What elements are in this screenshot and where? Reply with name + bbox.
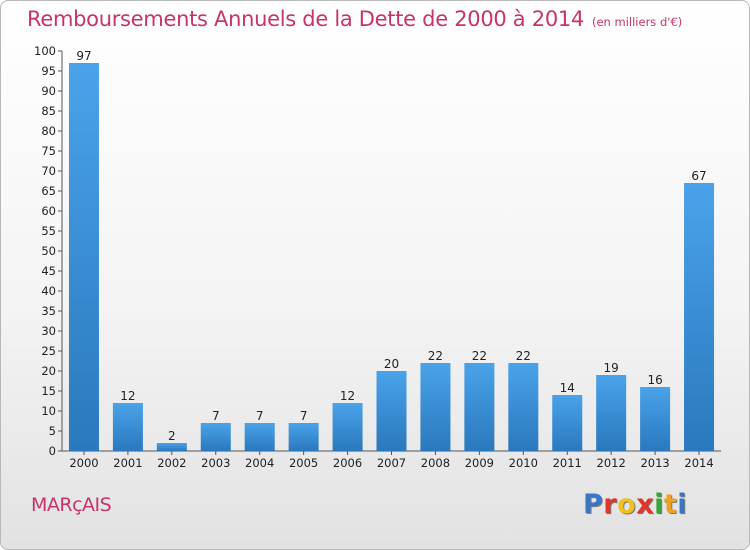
proxiti-logo: Proxiti — [583, 489, 687, 520]
y-tick-label: 60 — [41, 204, 56, 218]
y-tick-label: 65 — [41, 184, 56, 198]
bar — [156, 443, 187, 451]
bar-value-label: 16 — [647, 373, 662, 387]
y-tick-label: 35 — [41, 304, 56, 318]
y-tick-label: 100 — [34, 44, 56, 58]
x-tick-label: 2001 — [113, 456, 142, 470]
bar-value-label: 22 — [472, 349, 487, 363]
logo-letter: i — [654, 489, 664, 520]
bar — [596, 375, 627, 451]
bar-value-label: 22 — [516, 349, 531, 363]
bar — [552, 395, 583, 451]
bar-value-label: 12 — [120, 389, 135, 403]
x-tick-label: 2007 — [377, 456, 406, 470]
x-tick-label: 2011 — [553, 456, 582, 470]
bar-value-label: 22 — [428, 349, 443, 363]
chart-title-text: Remboursements Annuels de la Dette de 20… — [27, 7, 584, 31]
logo-letter: i — [677, 489, 688, 520]
x-tick-label: 2012 — [597, 456, 626, 470]
bar-value-label: 7 — [212, 409, 220, 423]
bar-value-label: 7 — [300, 409, 308, 423]
bar — [420, 363, 451, 451]
bar-value-label: 20 — [384, 357, 399, 371]
y-tick-label: 90 — [41, 84, 56, 98]
logo-letter: r — [603, 489, 618, 520]
bar — [376, 371, 407, 451]
y-tick-label: 40 — [41, 284, 56, 298]
x-tick-label: 2014 — [684, 456, 713, 470]
y-tick-label: 55 — [41, 224, 56, 238]
y-tick-label: 50 — [41, 244, 56, 258]
y-tick-label: 0 — [49, 444, 56, 458]
logo-letter: P — [583, 489, 604, 520]
x-tick-label: 2013 — [640, 456, 669, 470]
axis-layer: 0 5 10 15 20 25 30 35 40 45 50 55 60 65 70 75 80 85 90 95 10… — [34, 44, 721, 470]
y-tick-label: 25 — [41, 344, 56, 358]
bar-value-label: 97 — [76, 49, 91, 63]
y-tick-label: 75 — [41, 144, 56, 158]
x-tick-label: 2009 — [465, 456, 494, 470]
x-tick-label: 2003 — [201, 456, 230, 470]
x-tick-label: 2010 — [509, 456, 538, 470]
bar — [112, 403, 143, 451]
bar-layer: 97 12 2 7 7 7 12 20 22 22 22 14 19 16 67 — [68, 49, 715, 451]
bar-value-label: 12 — [340, 389, 355, 403]
x-tick-label: 2002 — [157, 456, 186, 470]
y-tick-label: 85 — [41, 104, 56, 118]
logo-letter: t — [663, 489, 678, 520]
bar — [200, 423, 231, 451]
x-tick-label: 2000 — [69, 456, 98, 470]
logo-letter: x — [636, 489, 655, 520]
bar-value-label: 2 — [168, 429, 176, 443]
y-tick-label: 10 — [41, 404, 56, 418]
chart-title: Remboursements Annuels de la Dette de 20… — [27, 7, 682, 31]
y-tick-label: 70 — [41, 164, 56, 178]
bar — [68, 63, 99, 451]
bar — [244, 423, 275, 451]
y-tick-label: 5 — [49, 424, 56, 438]
bar — [332, 403, 363, 451]
x-tick-label: 2004 — [245, 456, 274, 470]
city-name: MARçAIS — [31, 494, 112, 516]
bar — [640, 387, 671, 451]
y-tick-label: 30 — [41, 324, 56, 338]
bar — [464, 363, 495, 451]
bar-value-label: 7 — [256, 409, 264, 423]
y-tick-label: 80 — [41, 124, 56, 138]
x-tick-label: 2006 — [333, 456, 362, 470]
y-tick-label: 15 — [41, 384, 56, 398]
chart-subtitle: (en milliers d'€) — [592, 15, 683, 29]
bar-value-label: 67 — [691, 169, 706, 183]
bar — [508, 363, 539, 451]
x-tick-label: 2008 — [421, 456, 450, 470]
bar-value-label: 19 — [604, 361, 619, 375]
x-tick-label: 2005 — [289, 456, 318, 470]
bar — [684, 183, 715, 451]
bar — [288, 423, 319, 451]
y-tick-label: 20 — [41, 364, 56, 378]
bar-value-label: 14 — [560, 381, 575, 395]
y-tick-label: 45 — [41, 264, 56, 278]
logo-letter: o — [617, 489, 637, 520]
y-tick-label: 95 — [41, 64, 56, 78]
